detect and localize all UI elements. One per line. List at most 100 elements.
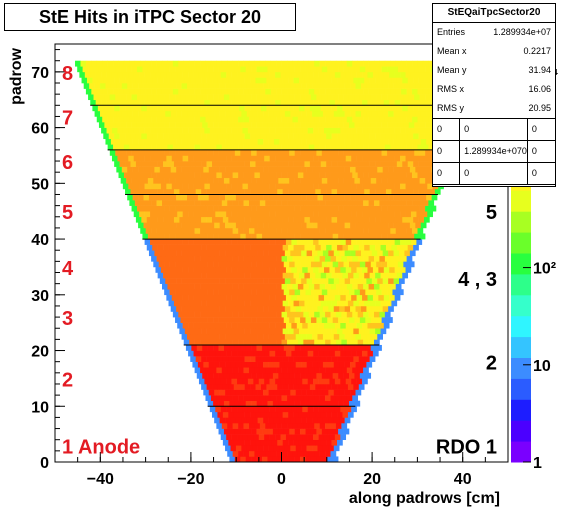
heatmap-cell xyxy=(358,161,365,167)
heatmap-cell xyxy=(303,60,310,67)
heatmap-cell xyxy=(148,222,155,229)
heatmap-cell xyxy=(417,88,424,95)
heatmap-cell xyxy=(307,322,314,329)
heatmap-cell xyxy=(335,311,342,318)
heatmap-cell xyxy=(395,88,402,95)
heatmap-cell xyxy=(321,205,328,212)
heatmap-cell xyxy=(354,177,361,184)
heatmap-cell xyxy=(188,99,194,106)
heatmap-cell xyxy=(346,311,353,318)
heatmap-cell xyxy=(397,66,404,73)
heatmap-cell xyxy=(189,172,195,179)
heatmap-cell xyxy=(292,116,299,123)
heatmap-cell xyxy=(220,434,227,441)
heatmap-cell xyxy=(154,250,161,257)
heatmap-cell xyxy=(232,339,239,346)
heatmap-cell xyxy=(317,417,324,424)
heatmap-cell xyxy=(360,333,367,340)
heatmap-cell xyxy=(265,422,272,429)
heatmap-cell xyxy=(214,250,220,257)
heatmap-cell xyxy=(332,289,339,296)
heatmap-cell xyxy=(200,255,206,262)
heatmap-cell xyxy=(259,311,266,318)
heatmap-cell xyxy=(245,428,252,435)
heatmap-cell xyxy=(280,294,287,301)
heatmap-cell xyxy=(316,428,323,435)
heatmap-cell xyxy=(234,122,241,128)
heatmap-cell xyxy=(306,445,313,452)
heatmap-cell xyxy=(194,144,201,151)
heatmap-cell xyxy=(378,239,385,245)
heatmap-cell xyxy=(353,188,360,195)
heatmap-cell xyxy=(415,83,422,89)
heatmap-cell xyxy=(237,322,243,329)
heatmap-cell xyxy=(244,328,251,335)
heatmap-cell xyxy=(243,116,250,123)
heatmap-cell xyxy=(322,194,329,201)
heatmap-cell xyxy=(421,71,428,78)
heatmap-cell xyxy=(264,406,270,413)
heatmap-cell xyxy=(250,328,256,335)
heatmap-cell xyxy=(281,116,288,123)
heatmap-cell xyxy=(314,395,320,401)
heatmap-cell xyxy=(240,344,247,351)
heatmap-cell xyxy=(221,311,228,318)
heatmap-cell xyxy=(175,205,181,212)
heatmap-cell xyxy=(229,372,236,379)
heatmap-cell xyxy=(354,94,361,101)
heatmap-cell xyxy=(341,172,348,179)
heatmap-cell xyxy=(181,194,188,201)
heatmap-cell xyxy=(264,183,270,190)
heatmap-cell xyxy=(173,300,180,307)
heatmap-cell xyxy=(358,300,365,307)
heatmap-cell xyxy=(248,367,255,374)
heatmap-cell xyxy=(213,261,219,268)
heatmap-cell xyxy=(160,266,167,273)
heatmap-cell xyxy=(382,278,389,284)
heatmap-cell xyxy=(167,144,174,151)
heatmap-cell xyxy=(284,417,291,424)
heatmap-cell xyxy=(223,177,230,184)
heatmap-cell xyxy=(251,66,257,73)
heatmap-cell xyxy=(234,289,241,296)
heatmap-cell xyxy=(151,255,157,262)
heatmap-cell xyxy=(227,200,233,206)
heatmap-cell xyxy=(188,127,194,134)
heatmap-cell xyxy=(264,294,270,301)
heatmap-cell xyxy=(253,99,260,106)
heatmap-cell xyxy=(310,177,317,184)
heatmap-cell xyxy=(227,172,233,179)
heatmap-cell xyxy=(310,94,317,101)
heatmap-cell xyxy=(364,272,370,279)
heatmap-cell xyxy=(318,378,325,385)
heatmap-cell xyxy=(410,183,417,190)
heatmap-cell xyxy=(221,116,228,123)
heatmap-cell xyxy=(394,99,401,106)
heatmap-cell xyxy=(319,200,326,206)
heatmap-cell xyxy=(193,266,200,273)
heatmap-cell xyxy=(212,216,218,223)
heatmap-cell xyxy=(226,99,232,106)
heatmap-cell xyxy=(250,188,256,195)
heatmap-cell xyxy=(288,300,294,307)
heatmap-cell xyxy=(134,200,141,206)
heatmap-cell xyxy=(354,289,361,296)
heatmap-cell xyxy=(271,439,278,446)
heatmap-cell xyxy=(120,94,127,101)
heatmap-cell xyxy=(155,239,162,245)
heatmap-cell xyxy=(303,367,310,374)
heatmap-cell xyxy=(308,339,315,346)
heatmap-cell xyxy=(307,211,314,218)
heatmap-cell xyxy=(202,94,208,101)
heatmap-cell xyxy=(352,116,358,123)
heatmap-cell xyxy=(344,361,351,368)
heatmap-cell xyxy=(219,361,226,368)
heatmap-cell xyxy=(238,255,244,262)
heatmap-cell xyxy=(287,144,293,151)
heatmap-cell xyxy=(122,127,129,134)
heatmap-cell xyxy=(259,422,266,429)
heatmap-cell xyxy=(213,400,219,407)
heatmap-cell xyxy=(384,144,391,151)
heatmap-cell xyxy=(178,172,185,179)
heatmap-cell xyxy=(275,127,281,134)
